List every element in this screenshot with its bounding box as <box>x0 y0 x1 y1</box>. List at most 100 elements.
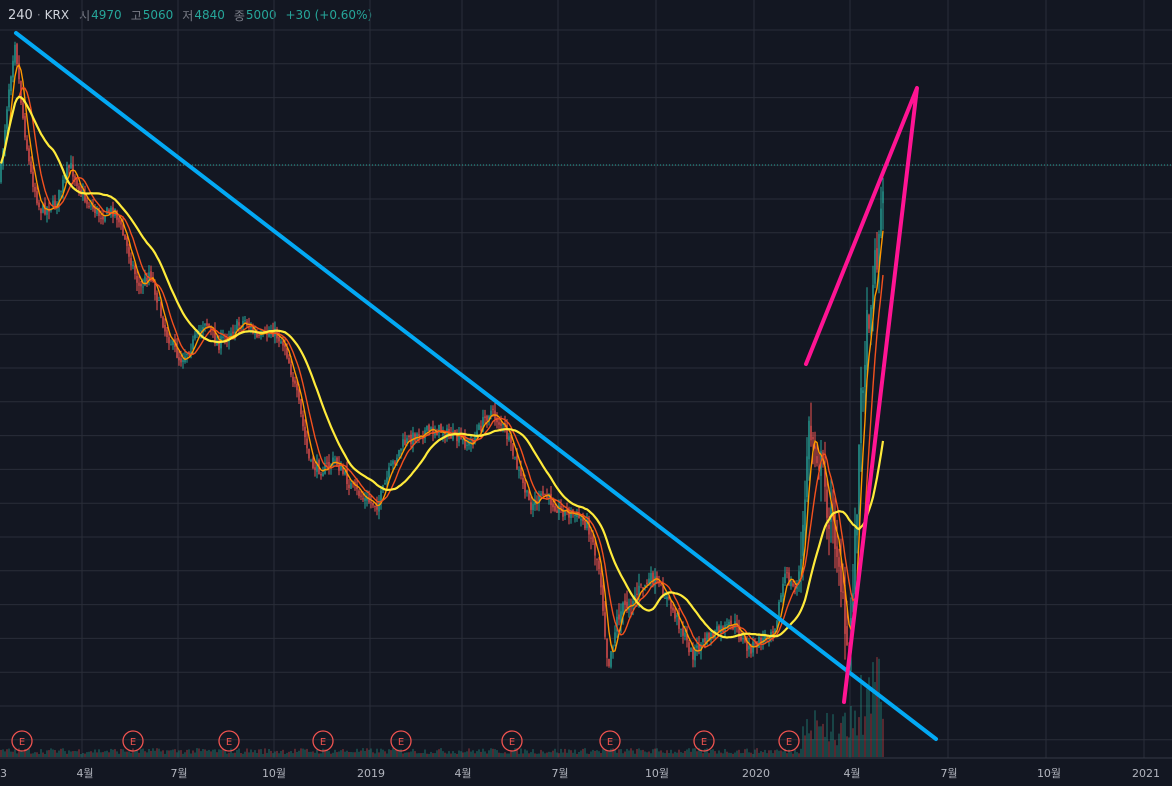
volume-bar <box>848 737 850 757</box>
volume-bar <box>104 751 106 757</box>
high-value: 5060 <box>142 8 174 22</box>
volume-bar <box>100 752 102 757</box>
volume-bar <box>432 753 434 757</box>
volume-bar <box>334 749 336 757</box>
candle-body <box>622 602 624 615</box>
volume-bar <box>782 751 784 757</box>
volume-bar <box>10 751 12 757</box>
volume-bar <box>12 751 14 757</box>
volume-bar <box>240 753 242 757</box>
candle-body <box>680 629 682 631</box>
volume-bar <box>248 752 250 757</box>
candle-body <box>802 524 804 556</box>
x-tick-label: 3 <box>0 767 7 780</box>
volume-bar <box>322 748 324 757</box>
volume-bar <box>126 751 128 757</box>
x-tick-label: 4월 <box>843 767 860 780</box>
candle-body <box>180 358 182 363</box>
volume-bar <box>80 754 82 757</box>
volume-bar <box>740 753 742 757</box>
candle-body <box>536 501 538 504</box>
volume-bar <box>852 728 854 757</box>
annotations[interactable] <box>14 31 938 741</box>
volume-bar <box>578 752 580 757</box>
volume-bar <box>694 748 696 757</box>
candle-body <box>832 515 834 518</box>
candle-body <box>386 477 388 483</box>
volume-bar <box>572 752 574 757</box>
candle-body <box>788 572 790 585</box>
volume-bar <box>806 719 808 757</box>
earnings-marker-label: E <box>320 737 326 748</box>
candle-body <box>792 583 794 586</box>
candle-body <box>200 330 202 332</box>
candle-body <box>644 584 646 588</box>
volume-bar <box>270 750 272 757</box>
candle-body <box>256 332 258 338</box>
candle-body <box>700 644 702 652</box>
downtrend-line <box>14 31 938 741</box>
candle-body <box>774 628 776 634</box>
candle-body <box>404 439 406 445</box>
volume-bar <box>352 752 354 757</box>
candle-body <box>688 642 690 653</box>
volume-bar <box>636 749 638 757</box>
volume-bar <box>56 752 58 757</box>
candle-body <box>370 502 372 504</box>
volume-bar <box>344 751 346 757</box>
candle-body <box>638 585 640 598</box>
candle-body <box>46 207 48 215</box>
candle-body <box>322 473 324 477</box>
volume-bar <box>446 753 448 757</box>
volume-bar <box>158 748 160 757</box>
candle-body <box>164 325 166 332</box>
volume-bar <box>38 754 40 757</box>
volume-bar <box>638 748 640 757</box>
candle-body <box>468 441 470 446</box>
candle-body <box>278 336 280 342</box>
candle-body <box>744 635 746 642</box>
volume-bar <box>800 748 802 757</box>
volume-bar <box>136 750 138 757</box>
x-tick-label: 7월 <box>551 767 568 780</box>
volume-bar <box>132 748 134 757</box>
candle-body <box>710 632 712 640</box>
volume-bar <box>506 753 508 757</box>
volume-bar <box>250 749 252 757</box>
volume-bar <box>156 748 158 757</box>
candle-body <box>30 161 32 172</box>
candle-body <box>648 578 650 584</box>
volume-bar <box>880 701 882 757</box>
candle-body <box>804 499 806 531</box>
candle-body <box>398 449 400 457</box>
volume-bar <box>48 750 50 757</box>
volume-bar <box>658 751 660 757</box>
volume-bar <box>420 753 422 757</box>
candle-body <box>636 593 638 595</box>
volume-bar <box>726 751 728 757</box>
candle-body <box>66 167 68 177</box>
volume-bar <box>870 713 872 757</box>
candle-body <box>14 44 16 63</box>
volume-bar <box>312 751 314 757</box>
candle-body <box>132 264 134 266</box>
volume-bar <box>338 751 340 757</box>
candle-body <box>324 463 326 474</box>
volume-bar <box>818 726 820 757</box>
volume-bar <box>526 750 528 757</box>
candle-body <box>378 502 380 512</box>
candle-body <box>784 573 786 583</box>
candle-body <box>528 491 530 501</box>
candle-body <box>50 209 52 211</box>
candle-body <box>522 477 524 483</box>
symbol-label[interactable]: 240 <box>8 7 33 23</box>
volume-bar <box>268 749 270 757</box>
candle-body <box>586 519 588 529</box>
volume-bar <box>700 749 702 757</box>
earnings-marker-circle <box>390 730 412 752</box>
volume-bar <box>836 745 838 757</box>
volume-bar <box>528 753 530 757</box>
candle-body <box>712 633 714 638</box>
